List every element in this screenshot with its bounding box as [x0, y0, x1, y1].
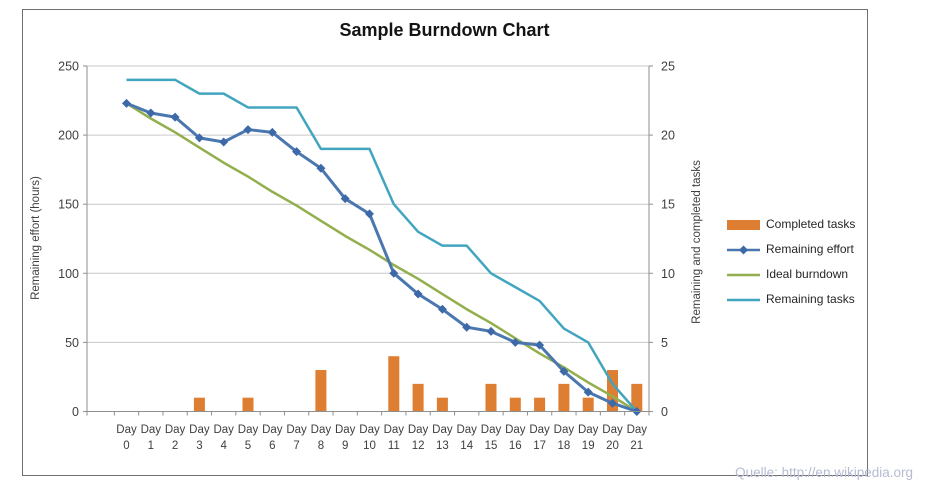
svg-text:20: 20: [606, 440, 619, 452]
svg-text:5: 5: [245, 440, 251, 452]
svg-text:2: 2: [172, 440, 178, 452]
svg-text:4: 4: [220, 440, 227, 452]
svg-text:200: 200: [58, 129, 79, 143]
bar-swatch-icon: [727, 218, 760, 230]
svg-text:150: 150: [58, 198, 79, 212]
line-swatch-icon: [727, 268, 760, 280]
svg-text:25: 25: [661, 60, 675, 74]
svg-text:11: 11: [388, 440, 400, 452]
svg-text:15: 15: [485, 440, 498, 452]
legend-item-completed-tasks: Completed tasks: [727, 211, 877, 236]
svg-text:50: 50: [65, 336, 79, 350]
svg-text:6: 6: [269, 440, 275, 452]
svg-text:100: 100: [58, 267, 79, 281]
svg-text:1: 1: [148, 440, 154, 452]
svg-text:20: 20: [661, 129, 675, 143]
legend-item-ideal-burndown: Ideal burndown: [727, 261, 877, 286]
svg-text:Day: Day: [359, 424, 380, 436]
legend-label: Remaining tasks: [766, 291, 855, 306]
svg-text:0: 0: [123, 440, 129, 452]
svg-text:0: 0: [661, 405, 668, 419]
svg-text:Day: Day: [602, 424, 623, 436]
svg-text:17: 17: [533, 440, 546, 452]
svg-text:13: 13: [436, 440, 449, 452]
svg-text:Day: Day: [627, 424, 648, 436]
line-swatch-icon: [727, 293, 760, 305]
svg-text:12: 12: [412, 440, 425, 452]
legend-item-remaining-tasks: Remaining tasks: [727, 286, 877, 311]
svg-text:7: 7: [293, 440, 299, 452]
svg-text:Day: Day: [286, 424, 307, 436]
chart-legend: Completed tasks Remaining effort Ideal b…: [727, 211, 877, 311]
svg-text:Day: Day: [578, 424, 599, 436]
svg-text:Day: Day: [311, 424, 332, 436]
left-axis-title: Remaining effort (hours): [30, 176, 42, 300]
svg-text:Day: Day: [262, 424, 283, 436]
svg-text:Day: Day: [554, 424, 575, 436]
svg-text:Day: Day: [456, 424, 477, 436]
svg-text:Day: Day: [481, 424, 502, 436]
svg-text:Day: Day: [384, 424, 405, 436]
legend-item-remaining-effort: Remaining effort: [727, 236, 877, 261]
svg-text:Day: Day: [505, 424, 526, 436]
legend-label: Ideal burndown: [766, 266, 849, 281]
svg-text:Day: Day: [213, 424, 234, 436]
svg-text:16: 16: [509, 440, 522, 452]
svg-text:10: 10: [363, 440, 376, 452]
svg-text:15: 15: [661, 198, 675, 212]
chart-title: Sample Burndown Chart: [339, 20, 550, 40]
svg-text:Day: Day: [432, 424, 453, 436]
svg-text:Day: Day: [189, 424, 210, 436]
svg-text:0: 0: [72, 405, 79, 419]
legend-label: Completed tasks: [766, 216, 856, 231]
svg-text:Day: Day: [335, 424, 356, 436]
source-note: Quelle: http://en.wikipedia.org: [735, 465, 913, 480]
svg-text:250: 250: [58, 60, 79, 74]
legend-label: Remaining effort: [766, 241, 854, 256]
svg-text:Day: Day: [238, 424, 259, 436]
svg-text:10: 10: [661, 267, 675, 281]
line-diamond-swatch-icon: [727, 243, 760, 255]
svg-text:19: 19: [582, 440, 595, 452]
svg-text:14: 14: [460, 440, 473, 452]
svg-text:5: 5: [661, 336, 668, 350]
svg-text:Day: Day: [529, 424, 550, 436]
svg-text:Day: Day: [116, 424, 137, 436]
svg-text:8: 8: [318, 440, 324, 452]
svg-text:Day: Day: [141, 424, 162, 436]
right-axis-title: Remaining and completed tasks: [691, 160, 703, 324]
svg-text:9: 9: [342, 440, 348, 452]
svg-text:21: 21: [630, 440, 643, 452]
svg-text:3: 3: [196, 440, 202, 452]
svg-text:Day: Day: [165, 424, 186, 436]
svg-text:Day: Day: [408, 424, 429, 436]
svg-text:18: 18: [558, 440, 571, 452]
